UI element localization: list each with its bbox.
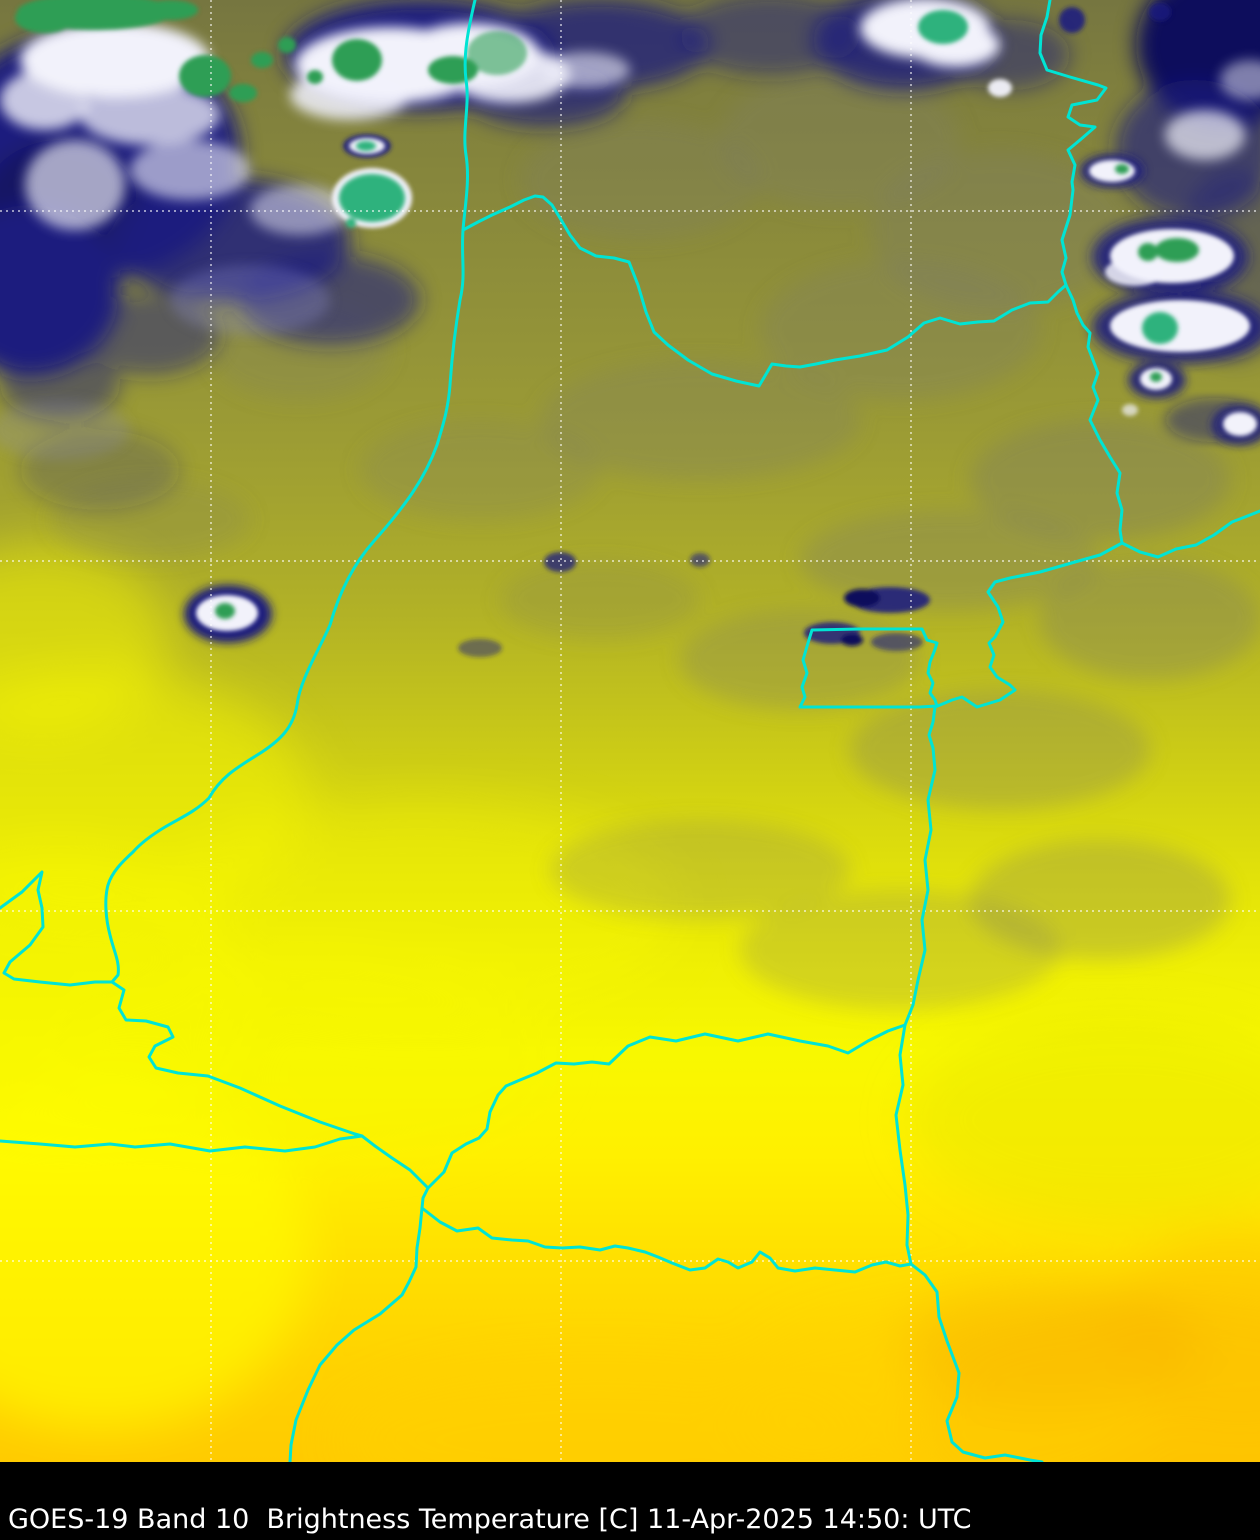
satellite-image <box>0 0 1260 1462</box>
border-north-wavy <box>461 194 1068 388</box>
border-southeast-diagonal <box>110 980 364 1138</box>
terrain-mottle-layer <box>50 70 1260 1010</box>
satellite-svg <box>0 0 1260 1462</box>
border-layer <box>0 0 1260 1462</box>
border-west-river <box>0 1134 430 1462</box>
border-rectangle-territory <box>798 627 939 709</box>
caption-text: GOES-19 Band 10 Brightness Temperature [… <box>8 1504 972 1535</box>
border-left-hook <box>0 870 114 987</box>
border-east-boundary <box>894 0 1124 1462</box>
cloud-layer-white-cells <box>196 79 1257 631</box>
caption-bar: GOES-19 Band 10 Brightness Temperature [… <box>0 1462 1260 1540</box>
border-main-river <box>104 0 477 984</box>
border-northeast-river <box>1120 509 1260 559</box>
temperature-modulation-layer <box>0 545 1260 1462</box>
cloud-layer-green-cores <box>15 0 1199 619</box>
border-southeast-river <box>420 1206 913 1274</box>
graticule-layer <box>0 0 1260 1462</box>
border-central-diagonal <box>426 1023 907 1190</box>
